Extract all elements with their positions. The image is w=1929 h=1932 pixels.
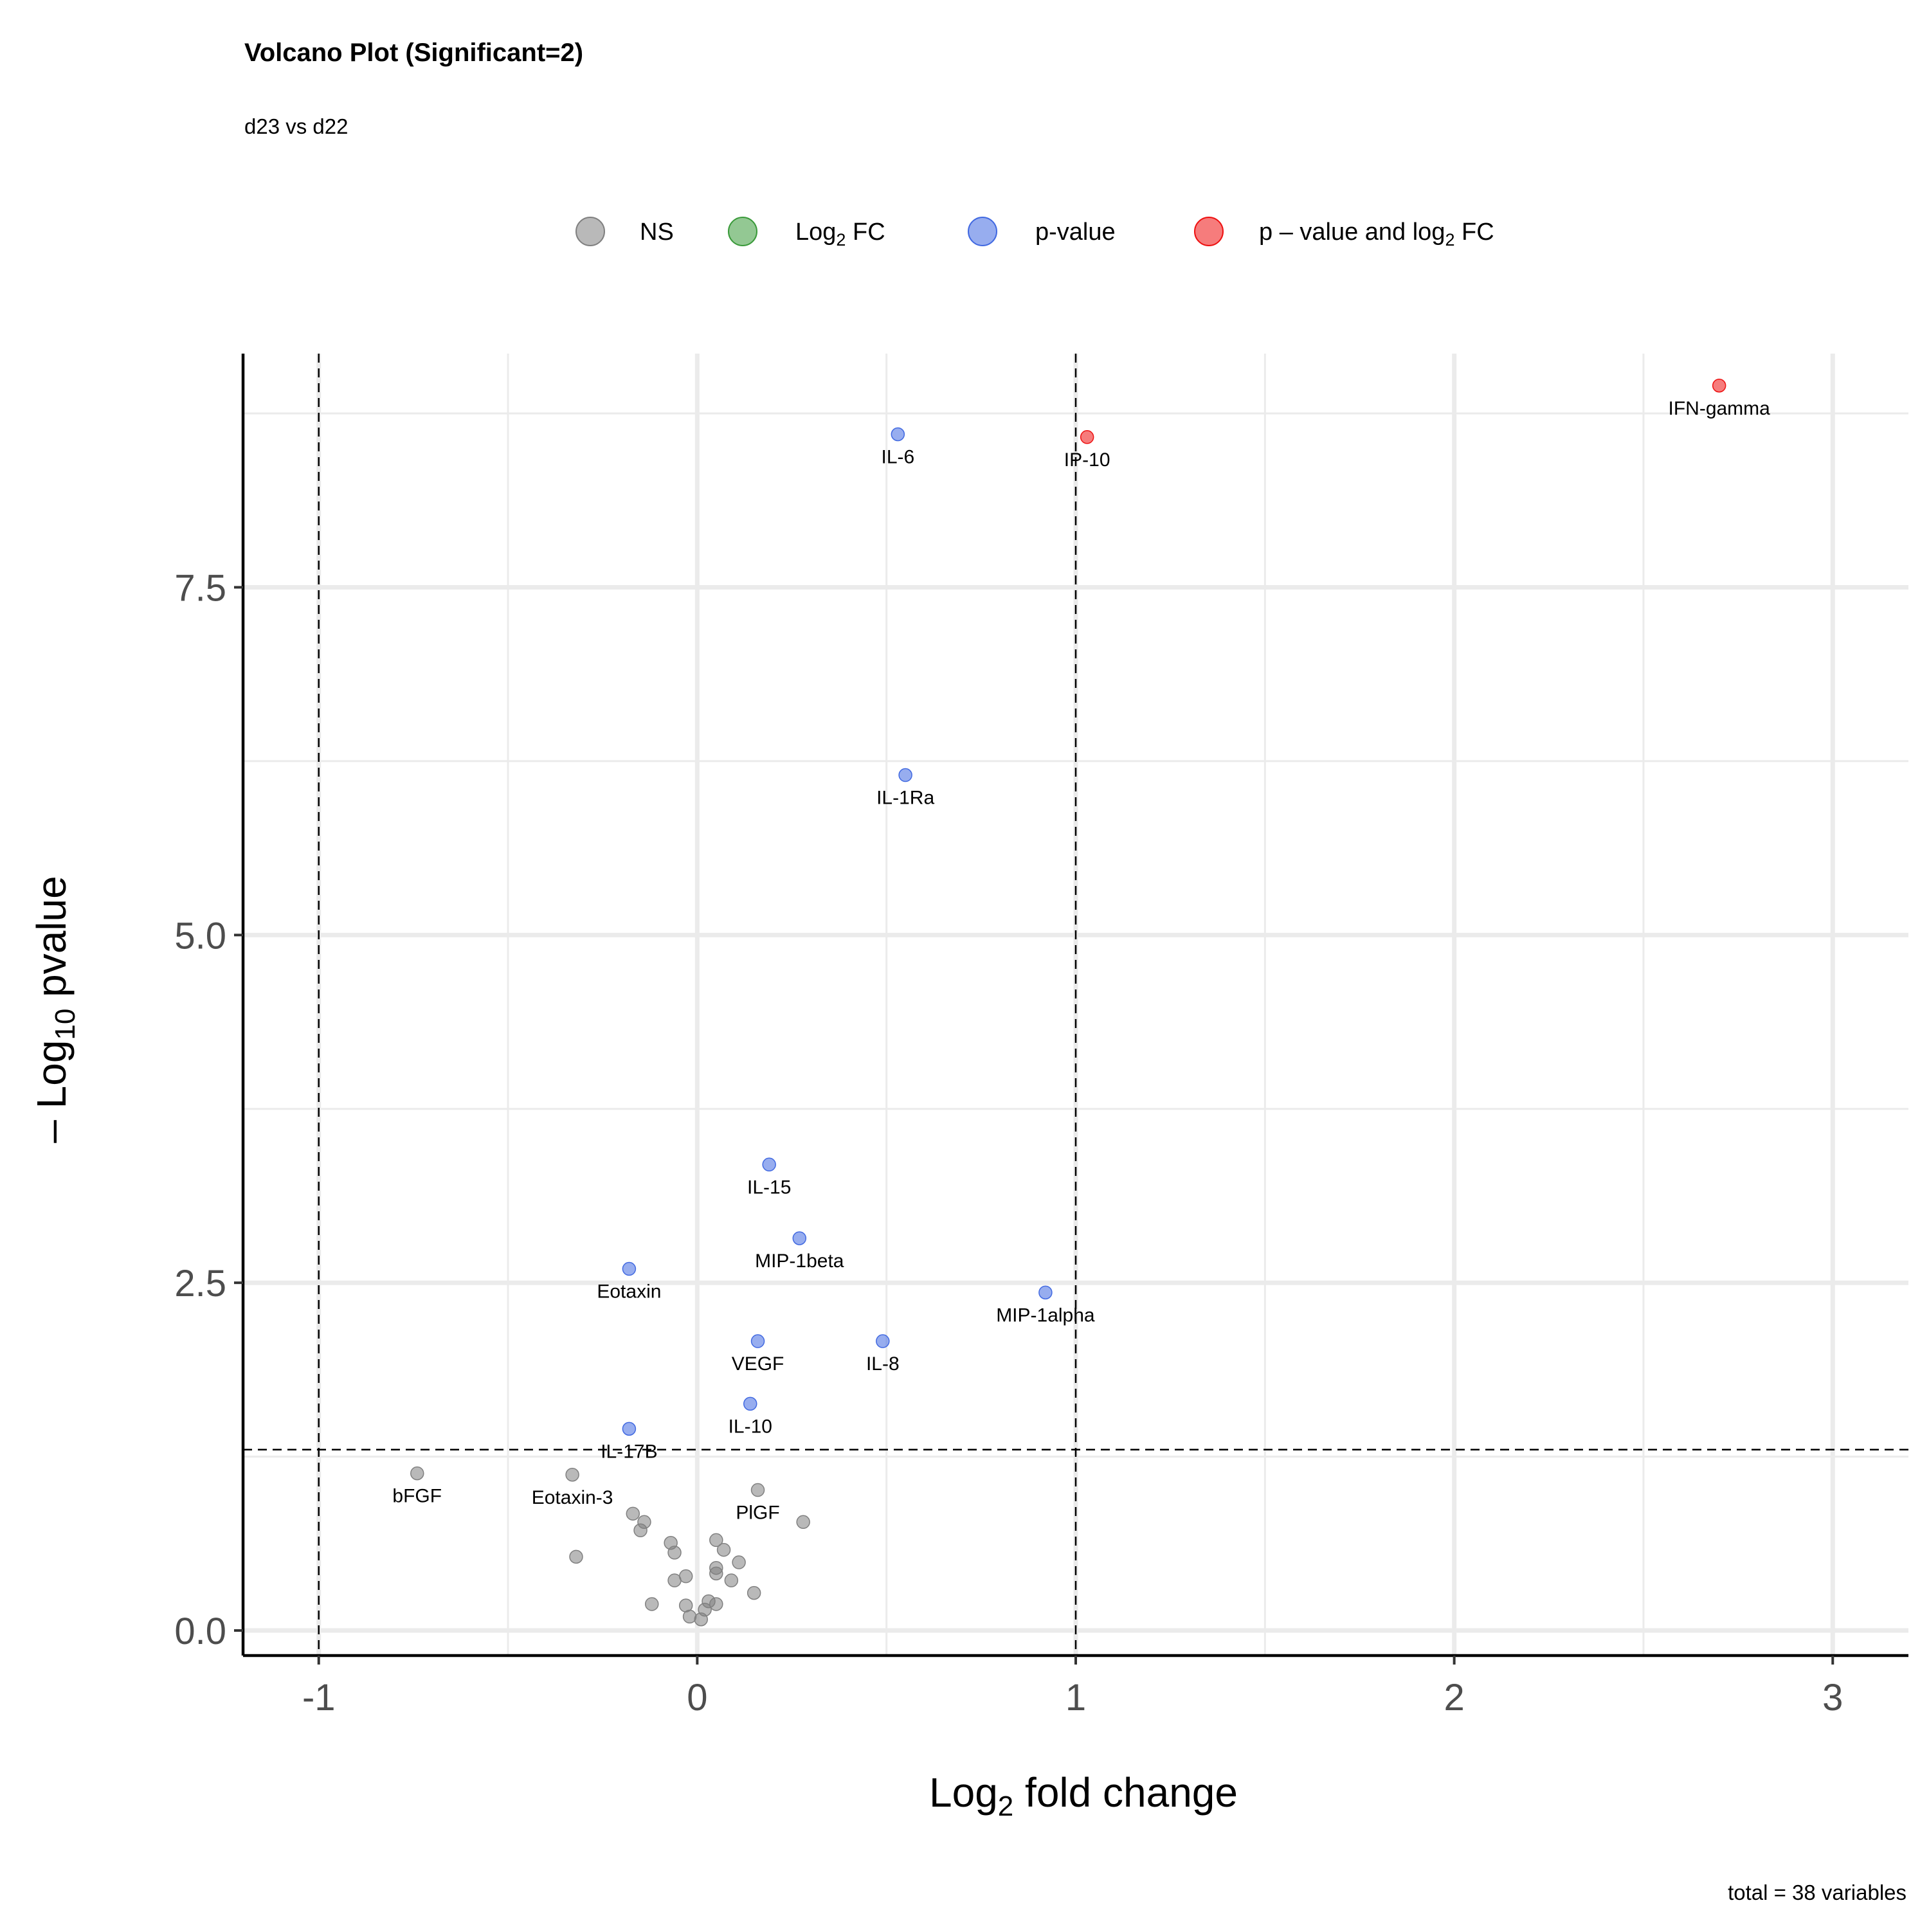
legend-label: NS [640,219,674,246]
point-label: PlGF [736,1503,779,1524]
data-point [792,1231,807,1245]
point-label: bFGF [392,1486,442,1507]
data-point [876,1334,890,1348]
data-point [747,1585,761,1600]
data-point [565,1468,579,1482]
point-label: IP-10 [1064,449,1110,471]
point-labels: IFN-gamma IP-10 IL-6 IL-1Ra IL-15 MIP-1beta Eo… [392,398,1770,1524]
point-label: IFN-gamma [1669,398,1771,419]
y-tick-label: 5.0 [174,915,226,957]
x-tick-label: 2 [1444,1677,1465,1719]
data-point [898,768,912,782]
chart-caption: total = 38 variables [1728,1881,1906,1904]
data-point [891,427,905,442]
x-tick-label: 3 [1822,1677,1843,1719]
data-point [732,1555,746,1569]
y-tick-label: 2.5 [174,1263,226,1305]
y-tick-label: 0.0 [174,1611,226,1652]
data-point [622,1422,637,1436]
data-point [626,1506,640,1521]
chart-title: Volcano Plot (Significant=2) [244,39,583,67]
data-point [569,1549,583,1564]
data-point [410,1466,424,1481]
axes: -1 0 1 2 3 0.0 2.5 5.0 7.5 [174,354,1908,1719]
data-point [682,1609,697,1624]
legend-label: Log2 FC [795,219,885,249]
y-tick-label: 7.5 [174,567,226,609]
data-point [1712,379,1726,393]
point-label: IL-10 [729,1416,772,1437]
data-point [709,1597,723,1611]
point-label: IL-8 [866,1353,900,1375]
data-point [762,1157,776,1172]
data-point [716,1542,731,1557]
y-axis-title: – Log10 pvalue [28,876,81,1142]
data-point [750,1483,765,1497]
x-axis-title: Log2 fold change [929,1769,1238,1822]
x-tick-label: -1 [302,1677,336,1719]
data-point [1080,430,1094,444]
point-label: Eotaxin-3 [532,1487,613,1508]
data-point [743,1396,757,1411]
data-points [410,379,1726,1627]
point-label: IL-1Ra [876,788,934,809]
legend-label: p-value [1035,219,1116,246]
data-point [667,1573,682,1587]
data-point [709,1566,723,1581]
legend-key [575,217,605,246]
data-point [1038,1285,1053,1300]
cutoff-lines [243,354,1908,1656]
data-point [709,1533,723,1548]
x-tick-label: 0 [687,1677,707,1719]
point-label: IL-17B [601,1441,657,1462]
point-label: MIP-1alpha [996,1305,1095,1326]
data-point [694,1612,708,1627]
data-point [724,1573,739,1587]
data-point [644,1597,659,1611]
point-label: IL-15 [747,1177,791,1198]
legend-key [968,217,997,246]
chart-subtitle: d23 vs d22 [244,114,348,138]
legend-key [728,217,757,246]
data-point [796,1515,810,1530]
point-label: MIP-1beta [755,1250,844,1272]
data-point [633,1523,648,1538]
point-label: VEGF [732,1353,784,1375]
legend: NS Log2 FC p-value p – value and log2 FC [575,217,1494,249]
legend-key [1194,217,1224,246]
legend-label: p – value and log2 FC [1259,219,1494,249]
data-point [750,1334,765,1348]
x-tick-label: 1 [1065,1677,1086,1719]
point-label: IL-6 [881,446,914,467]
data-point [622,1261,637,1276]
point-label: Eotaxin [597,1281,661,1303]
data-point [667,1546,682,1560]
